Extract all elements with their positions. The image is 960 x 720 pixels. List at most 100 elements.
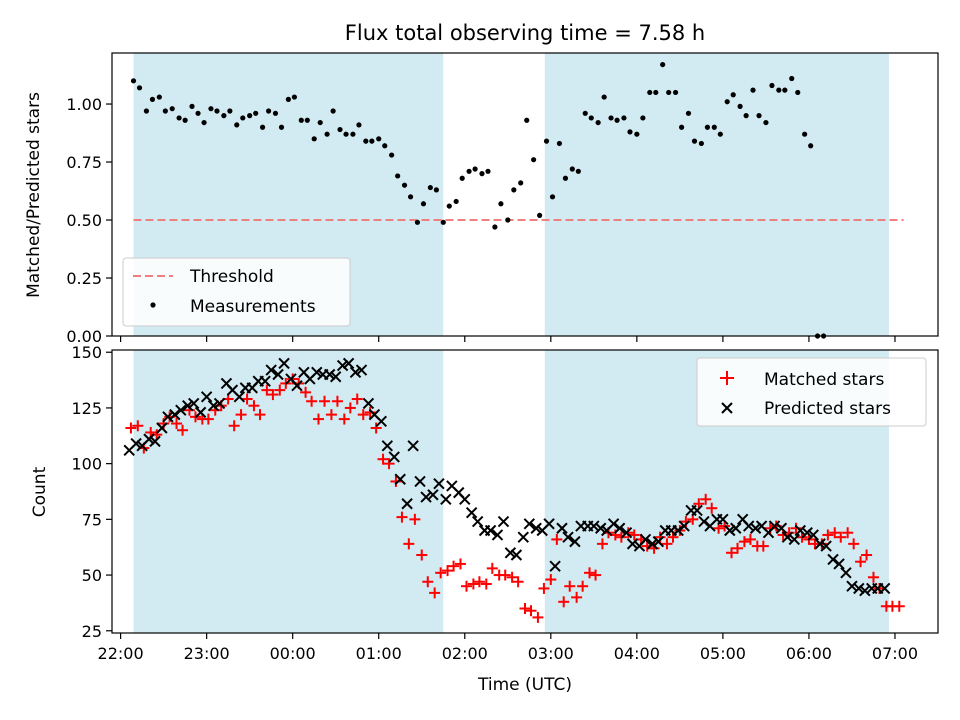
measurement-point — [395, 173, 401, 179]
measurement-point — [272, 110, 279, 116]
predicted-point-b — [878, 582, 891, 595]
measurement-point — [769, 82, 775, 89]
predicted-point-b — [743, 520, 755, 532]
measurement-point — [556, 140, 563, 147]
measurement-point — [672, 89, 679, 96]
measurement-point — [756, 113, 762, 119]
measurement-point — [588, 115, 594, 121]
predicted-point-b — [543, 518, 555, 530]
predicted-point — [414, 475, 426, 488]
measurement-point — [189, 103, 195, 109]
legend-matched-swatch — [720, 371, 734, 385]
measurement-point — [356, 122, 362, 128]
predicted-point — [465, 506, 478, 519]
legend-top: Threshold Measurements — [122, 257, 351, 327]
predicted-point — [840, 567, 852, 579]
measurement-point — [621, 115, 627, 121]
measurement-point — [350, 131, 356, 137]
predicted-point-b — [381, 440, 394, 452]
measurement-point — [376, 136, 382, 142]
measurement-point — [562, 175, 569, 181]
matched-point — [873, 582, 885, 594]
predicted-point-b — [556, 522, 568, 534]
predicted-point-b — [613, 522, 626, 534]
measurement-point — [162, 108, 168, 114]
predicted-point-b — [182, 400, 194, 412]
bottom-y-axis-label: Count — [30, 466, 50, 517]
predicted-point-b — [736, 513, 749, 526]
measurement-point — [614, 117, 620, 123]
measurement-point — [420, 201, 427, 207]
predicted-point — [156, 422, 168, 434]
matched-point — [564, 580, 576, 592]
x-tick-label: 02:00 — [442, 644, 488, 663]
predicted-point-b — [484, 524, 497, 537]
observing-window-shading — [133, 53, 889, 633]
matched-point — [357, 409, 369, 421]
legend-predicted-label: Predicted stars — [764, 399, 891, 419]
measurement-point — [311, 136, 317, 142]
matched-point — [267, 389, 279, 401]
y-tick-label-bottom: 150 — [71, 343, 102, 362]
measurement-point — [221, 113, 227, 119]
predicted-point-b — [213, 397, 226, 410]
matched-point — [499, 569, 511, 581]
predicted-point-b — [291, 379, 303, 392]
predicted-point — [801, 527, 813, 539]
measurement-point — [259, 124, 266, 130]
predicted-point-b — [433, 477, 445, 490]
measurement-point — [685, 110, 692, 116]
measurement-point — [492, 224, 498, 230]
predicted-point — [639, 533, 652, 546]
predicted-point — [355, 364, 368, 376]
predicted-point — [272, 368, 284, 381]
predicted-point-b — [162, 411, 174, 423]
y-tick-label-bottom: 125 — [71, 399, 102, 418]
predicted-point-b — [149, 435, 161, 448]
matched-point — [861, 549, 873, 561]
measurement-point — [543, 138, 550, 144]
predicted-point — [420, 491, 432, 503]
measurement-point — [401, 182, 408, 188]
matched-point — [235, 409, 247, 421]
measurement-point — [782, 87, 788, 93]
predicted-point — [607, 518, 620, 530]
measurement-point — [808, 143, 814, 149]
measurement-point — [446, 203, 452, 209]
predicted-point-b — [200, 391, 213, 403]
measurement-point — [291, 94, 298, 100]
measurement-point — [459, 175, 465, 181]
predicted-point — [846, 580, 858, 592]
measurement-point — [143, 108, 150, 114]
matched-point — [661, 538, 673, 550]
matched-point — [893, 600, 905, 612]
measurement-point — [195, 110, 201, 116]
y-tick-label-top: 1.00 — [66, 95, 102, 114]
predicted-point-b — [330, 371, 342, 383]
measurement-point — [647, 89, 653, 96]
measurement-point — [704, 124, 711, 130]
predicted-point-b — [807, 529, 819, 541]
predicted-point — [162, 411, 174, 423]
matched-point — [454, 558, 466, 570]
matched-point — [835, 531, 847, 543]
matched-point — [429, 587, 441, 599]
y-tick-label-bottom: 50 — [82, 566, 102, 585]
predicted-point-b — [471, 515, 484, 528]
predicted-point — [691, 504, 703, 517]
measurement-point — [802, 131, 808, 137]
matched-point — [261, 384, 273, 396]
matched-point — [409, 513, 421, 525]
legend-measurements-swatch — [150, 302, 156, 308]
predicted-point-b — [569, 535, 581, 548]
measurement-point — [169, 106, 175, 112]
predicted-point — [724, 524, 736, 537]
predicted-point — [349, 366, 362, 378]
predicted-point-b — [407, 440, 419, 452]
measurement-point — [227, 108, 233, 114]
predicted-point-b — [368, 408, 381, 421]
predicted-point-b — [388, 451, 400, 463]
predicted-point — [530, 522, 542, 534]
matched-point — [757, 540, 769, 552]
measurement-point — [498, 201, 504, 207]
